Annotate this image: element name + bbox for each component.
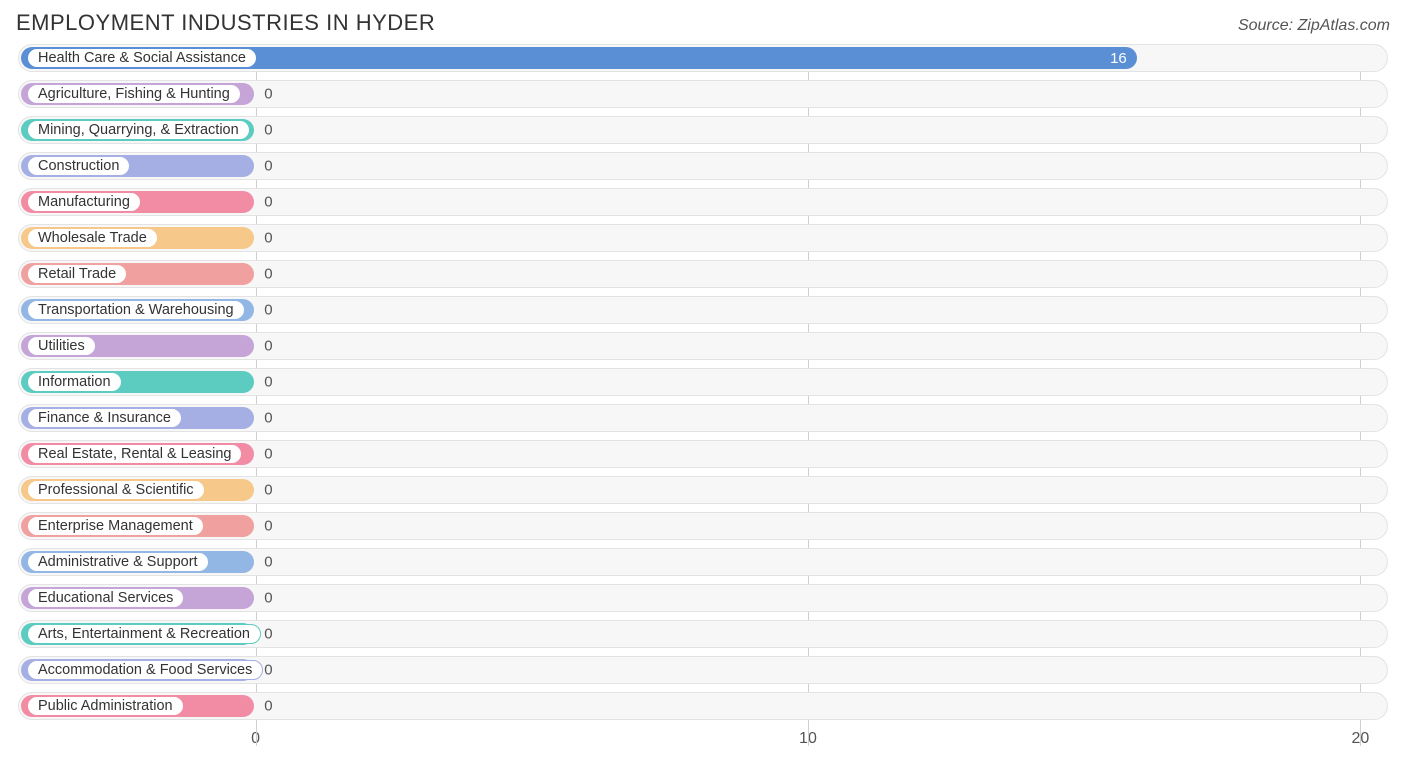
bar-value: 0 xyxy=(264,482,272,499)
bar-label: Public Administration xyxy=(27,696,184,716)
chart-source: Source: ZipAtlas.com xyxy=(1238,17,1390,35)
bar-track: Educational Services 0 xyxy=(18,584,1388,612)
bar-label: Administrative & Support xyxy=(27,552,209,572)
bar-value: 0 xyxy=(264,338,272,355)
x-axis: 01020 xyxy=(18,728,1388,752)
bar-track: 16 Health Care & Social Assistance xyxy=(18,44,1388,72)
bar-value: 16 xyxy=(1110,50,1127,67)
bar-label: Finance & Insurance xyxy=(27,408,182,428)
bar-track: Professional & Scientific 0 xyxy=(18,476,1388,504)
bar-track: Retail Trade 0 xyxy=(18,260,1388,288)
chart-area: 16 Health Care & Social Assistance Agricul… xyxy=(12,44,1394,746)
bar-value: 0 xyxy=(264,554,272,571)
bar-label: Transportation & Warehousing xyxy=(27,300,245,320)
bar-value: 0 xyxy=(264,266,272,283)
bar-track: Information 0 xyxy=(18,368,1388,396)
bar-label: Manufacturing xyxy=(27,192,141,212)
bar-label: Educational Services xyxy=(27,588,184,608)
bars-container: 16 Health Care & Social Assistance Agricul… xyxy=(18,44,1388,720)
bar-value: 0 xyxy=(264,698,272,715)
bar-label: Real Estate, Rental & Leasing xyxy=(27,444,242,464)
bar-value: 0 xyxy=(264,626,272,643)
chart-plot: 16 Health Care & Social Assistance Agricul… xyxy=(18,44,1388,746)
bar-value: 0 xyxy=(264,158,272,175)
bar-value: 0 xyxy=(264,590,272,607)
bar-value: 0 xyxy=(264,122,272,139)
bar-value: 0 xyxy=(264,446,272,463)
bar-track: Wholesale Trade 0 xyxy=(18,224,1388,252)
bar-track: Real Estate, Rental & Leasing 0 xyxy=(18,440,1388,468)
bar-track: Construction 0 xyxy=(18,152,1388,180)
bar-value: 0 xyxy=(264,518,272,535)
bar-label: Wholesale Trade xyxy=(27,228,158,248)
bar-value: 0 xyxy=(264,230,272,247)
bar-label: Mining, Quarrying, & Extraction xyxy=(27,120,250,140)
bar-label: Health Care & Social Assistance xyxy=(27,48,257,68)
bar-label: Retail Trade xyxy=(27,264,127,284)
bar-value: 0 xyxy=(264,86,272,103)
bar-track: Mining, Quarrying, & Extraction 0 xyxy=(18,116,1388,144)
chart-title: EMPLOYMENT INDUSTRIES IN HYDER xyxy=(16,10,435,36)
bar-value: 0 xyxy=(264,302,272,319)
bar-value: 0 xyxy=(264,194,272,211)
bar-label: Agriculture, Fishing & Hunting xyxy=(27,84,241,104)
bar-label: Utilities xyxy=(27,336,96,356)
bar-value: 0 xyxy=(264,410,272,427)
chart-header: EMPLOYMENT INDUSTRIES IN HYDER Source: Z… xyxy=(12,8,1394,44)
bar-label: Arts, Entertainment & Recreation xyxy=(27,624,261,644)
bar-track: Utilities 0 xyxy=(18,332,1388,360)
bar-track: Agriculture, Fishing & Hunting 0 xyxy=(18,80,1388,108)
bar-track: Transportation & Warehousing 0 xyxy=(18,296,1388,324)
bar-track: Accommodation & Food Services0 xyxy=(18,656,1388,684)
bar-track: Enterprise Management 0 xyxy=(18,512,1388,540)
bar-track: Arts, Entertainment & Recreation0 xyxy=(18,620,1388,648)
bar-label: Information xyxy=(27,372,122,392)
bar-label: Accommodation & Food Services xyxy=(27,660,263,680)
bar-track: Administrative & Support 0 xyxy=(18,548,1388,576)
bar-value: 0 xyxy=(264,374,272,391)
bar-value: 0 xyxy=(264,662,272,679)
bar-label: Construction xyxy=(27,156,130,176)
bar-label: Professional & Scientific xyxy=(27,480,205,500)
bar-label: Enterprise Management xyxy=(27,516,204,536)
bar-track: Finance & Insurance 0 xyxy=(18,404,1388,432)
bar-track: Manufacturing 0 xyxy=(18,188,1388,216)
bar-track: Public Administration 0 xyxy=(18,692,1388,720)
